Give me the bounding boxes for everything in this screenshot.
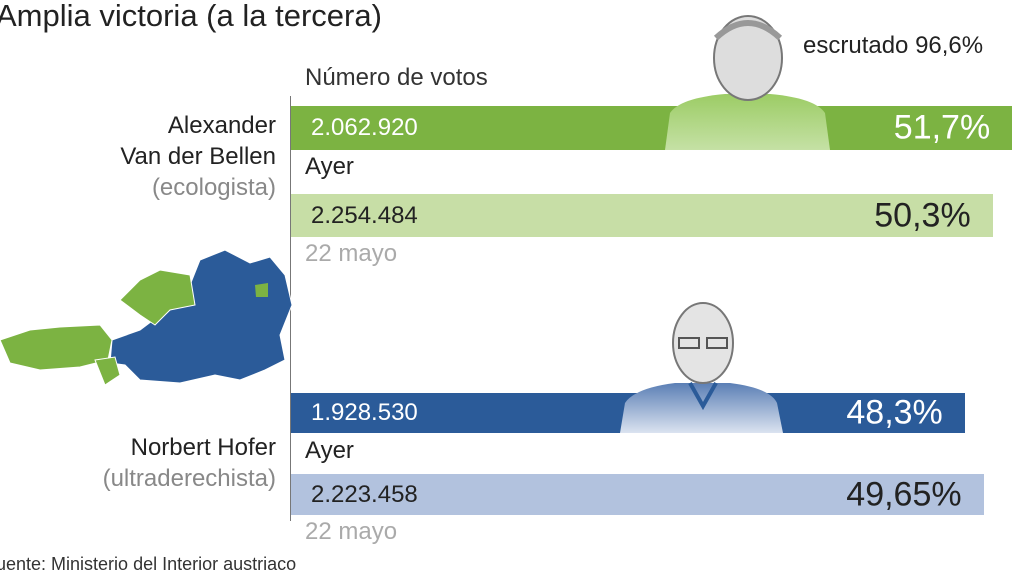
chart-title: Amplia victoria (a la tercera) — [0, 0, 382, 33]
axis-label: Número de votos — [305, 64, 488, 91]
candidate-label-van-der-bellen: Alexander Van der Bellen (ecologista) — [120, 110, 276, 203]
candidate-name: Van der Bellen — [120, 143, 276, 170]
previous-date: 22 mayo — [305, 518, 398, 545]
candidate-party: (ultraderechista) — [102, 465, 276, 492]
votes-label: 1.928.530 — [311, 399, 418, 426]
votes-label: 2.062.920 — [311, 114, 418, 141]
candidate-party: (ecologista) — [151, 174, 276, 201]
bar-van-der-bellen-previous: 2.254.484 50,3% — [291, 194, 993, 237]
votes-label: 2.254.484 — [311, 201, 418, 229]
previous-label: Ayer — [305, 437, 354, 464]
percent-label: 51,7% — [893, 108, 991, 147]
previous-date: 22 mayo — [305, 240, 398, 267]
previous-label: Ayer — [305, 153, 354, 180]
candidate-name: Norbert Hofer — [130, 434, 276, 461]
austria-map — [0, 249, 292, 386]
percent-label: 48,3% — [846, 393, 943, 432]
bar-van-der-bellen-current: 2.062.920 51,7% — [291, 106, 1013, 150]
bar-hofer-previous: 2.223.458 49,65% — [291, 474, 984, 515]
hofer-portrait — [620, 302, 783, 433]
candidate-name: Alexander — [167, 112, 276, 139]
counted-percentage: escrutado 96,6% — [803, 32, 984, 59]
votes-label: 2.223.458 — [311, 480, 418, 508]
percent-label: 49,65% — [846, 475, 962, 513]
source-note: uente: Ministerio del Interior austriaco — [0, 554, 297, 574]
percent-label: 50,3% — [874, 196, 971, 234]
candidate-label-hofer: Norbert Hofer (ultraderechista) — [103, 432, 276, 494]
van-der-bellen-portrait — [665, 15, 830, 150]
